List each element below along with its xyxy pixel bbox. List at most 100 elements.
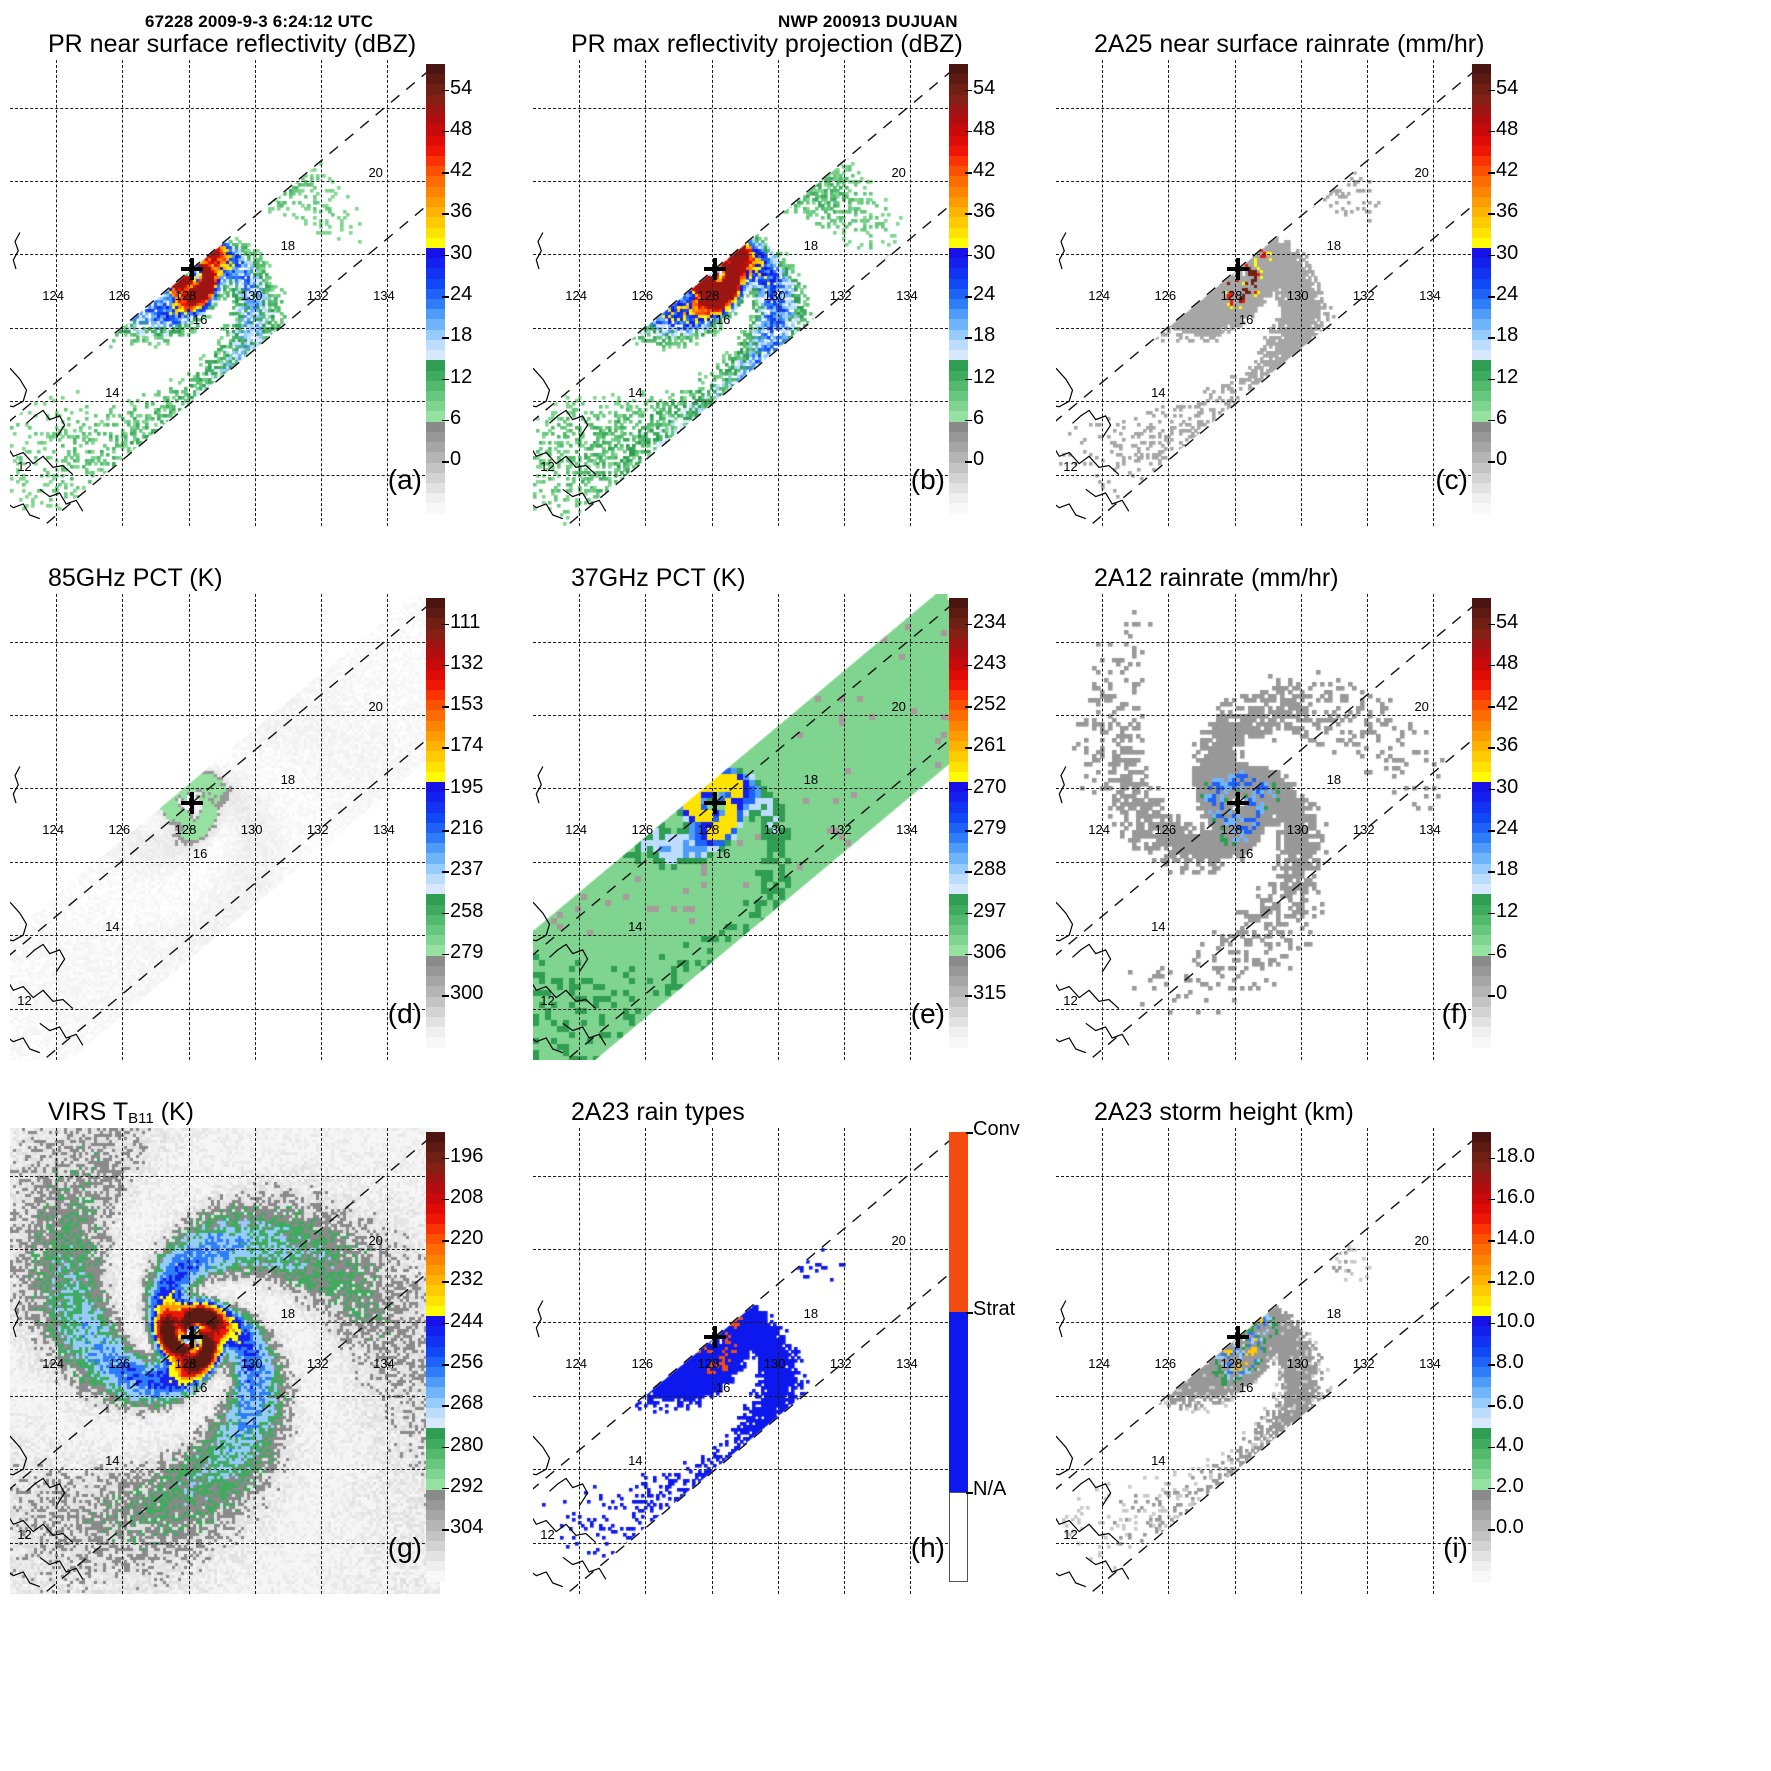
lat-tick-label: 18 — [1326, 1306, 1342, 1322]
colorbar-segment — [1472, 155, 1491, 167]
lat-tick-label: 18 — [280, 238, 296, 254]
swath-boundary — [10, 67, 440, 526]
lat-tick-label: 14 — [1151, 919, 1166, 935]
colorbar-segment — [426, 503, 445, 514]
lat-tick-label: 18 — [803, 772, 819, 788]
colorbar-segment — [426, 104, 445, 116]
lon-tick-label: 126 — [1154, 821, 1177, 837]
colorbar-tick-label: 153 — [450, 693, 484, 716]
header-middle-text: NWP 200913 DUJUAN — [778, 12, 958, 31]
coastline — [10, 901, 28, 942]
colorbar-segment — [426, 176, 445, 187]
colorbar-segment — [1472, 1561, 1491, 1572]
colorbar-segment — [949, 207, 968, 218]
colorbar-tick-label: 18 — [1496, 324, 1519, 347]
colorbar-segment — [426, 894, 445, 905]
colorbar-d — [426, 598, 445, 1048]
colorbar-tick — [1488, 1322, 1495, 1325]
map-area-h[interactable]: 124126128130132134222018161412 — [533, 1128, 963, 1594]
colorbar-segment — [1472, 1387, 1491, 1398]
colorbar-segment — [1472, 1234, 1491, 1245]
colorbar-segment — [426, 411, 445, 422]
colorbar-segment — [1472, 176, 1491, 187]
coastline — [10, 449, 74, 476]
map-area-g[interactable]: 124126128130132134222018161412 — [10, 1128, 440, 1594]
colorbar-segment — [426, 751, 445, 762]
colorbar-e — [949, 598, 968, 1048]
colorbar-segment — [1472, 751, 1491, 762]
colorbar-segment — [426, 1367, 445, 1378]
colorbar-tick — [965, 172, 972, 174]
colorbar-tick — [442, 788, 449, 791]
coastline — [39, 1556, 84, 1580]
colorbar-tick-label: 304 — [450, 1516, 484, 1539]
data-layer-d — [10, 594, 440, 1060]
colorbar-segment — [426, 1438, 445, 1449]
colorbar-segment — [1472, 452, 1491, 463]
colorbar-tick-label: 12.0 — [1496, 1268, 1535, 1291]
colorbar-segment — [949, 237, 968, 248]
coastline — [1058, 1300, 1067, 1338]
colorbar-segment — [426, 1356, 445, 1368]
colorbar-b — [949, 64, 968, 514]
colorbar-segment — [949, 761, 968, 772]
lat-tick-label: 14 — [1151, 1453, 1166, 1469]
colorbar-tick — [1488, 664, 1495, 667]
lon-tick-label: 132 — [829, 1355, 852, 1371]
colorbar-tick-label: 261 — [973, 734, 1007, 757]
colorbar-segment — [1472, 965, 1491, 977]
colorbar-tick — [442, 871, 449, 873]
lat-tick-label: 12 — [17, 458, 32, 474]
lat-tick-label: 12 — [1063, 1526, 1078, 1542]
colorbar-segment — [949, 689, 968, 701]
colorbar-segment — [1472, 1479, 1491, 1490]
lat-tick-label: 20 — [368, 699, 383, 715]
colorbar-segment — [1472, 258, 1491, 269]
coastline — [1056, 901, 1074, 942]
colorbar-segment — [949, 812, 968, 823]
map-area-f[interactable]: 124126128130132134222018161412 — [1056, 594, 1486, 1060]
colorbar-tick — [1488, 1487, 1495, 1490]
colorbar-segment — [1472, 986, 1491, 997]
map-area-a[interactable]: 124126128130132134222018161412 — [10, 60, 440, 526]
colorbar-segment — [1472, 935, 1491, 946]
colorbar-segment — [426, 64, 445, 75]
colorbar-segment — [1472, 669, 1491, 680]
colorbar-segment — [1472, 1203, 1491, 1214]
colorbar-segment — [1472, 421, 1491, 432]
colorbar-segment — [1472, 247, 1491, 259]
colorbar-tick-label: 195 — [450, 775, 484, 798]
map-area-b[interactable]: 124126128130132134222018161412 — [533, 60, 963, 526]
coastline — [535, 766, 544, 804]
colorbar-segment — [426, 166, 445, 177]
lon-tick-label: 124 — [1088, 1355, 1110, 1371]
colorbar-segment — [426, 125, 445, 136]
colorbar-segment — [426, 1152, 445, 1163]
colorbar-segment — [426, 618, 445, 629]
colorbar-segment — [426, 1315, 445, 1327]
colorbar-tick — [965, 254, 972, 257]
lon-tick-label: 134 — [896, 1355, 918, 1371]
map-area-e[interactable]: 124126128130132134222018161412 — [533, 594, 963, 1060]
colorbar-tick — [442, 337, 449, 339]
colorbar-tick — [965, 747, 972, 750]
lat-tick-label: 14 — [628, 919, 643, 935]
colorbar-segment — [1472, 493, 1491, 504]
colorbar-tick — [1488, 912, 1495, 915]
coastline — [535, 232, 544, 270]
map-area-d[interactable]: 124126128130132134222018161412 — [10, 594, 440, 1060]
colorbar-segment — [426, 843, 445, 854]
colorbar-segment — [949, 104, 968, 116]
map-area-i[interactable]: 124126128130132134222018161412 — [1056, 1128, 1486, 1594]
colorbar-segment — [426, 935, 445, 946]
map-area-c[interactable]: 124126128130132134222018161412 — [1056, 60, 1486, 526]
colorbar-segment — [426, 1459, 445, 1470]
swath-boundary — [533, 1135, 963, 1594]
colorbar-tick — [1488, 1281, 1495, 1284]
lat-tick-label: 12 — [17, 992, 32, 1008]
panel-label: (a) — [387, 464, 422, 495]
colorbar-tick-label: 0.0 — [1496, 1516, 1524, 1539]
lon-tick-label: 124 — [42, 287, 64, 303]
colorbar-segment — [426, 1285, 445, 1296]
colorbar-segment — [426, 1264, 445, 1276]
